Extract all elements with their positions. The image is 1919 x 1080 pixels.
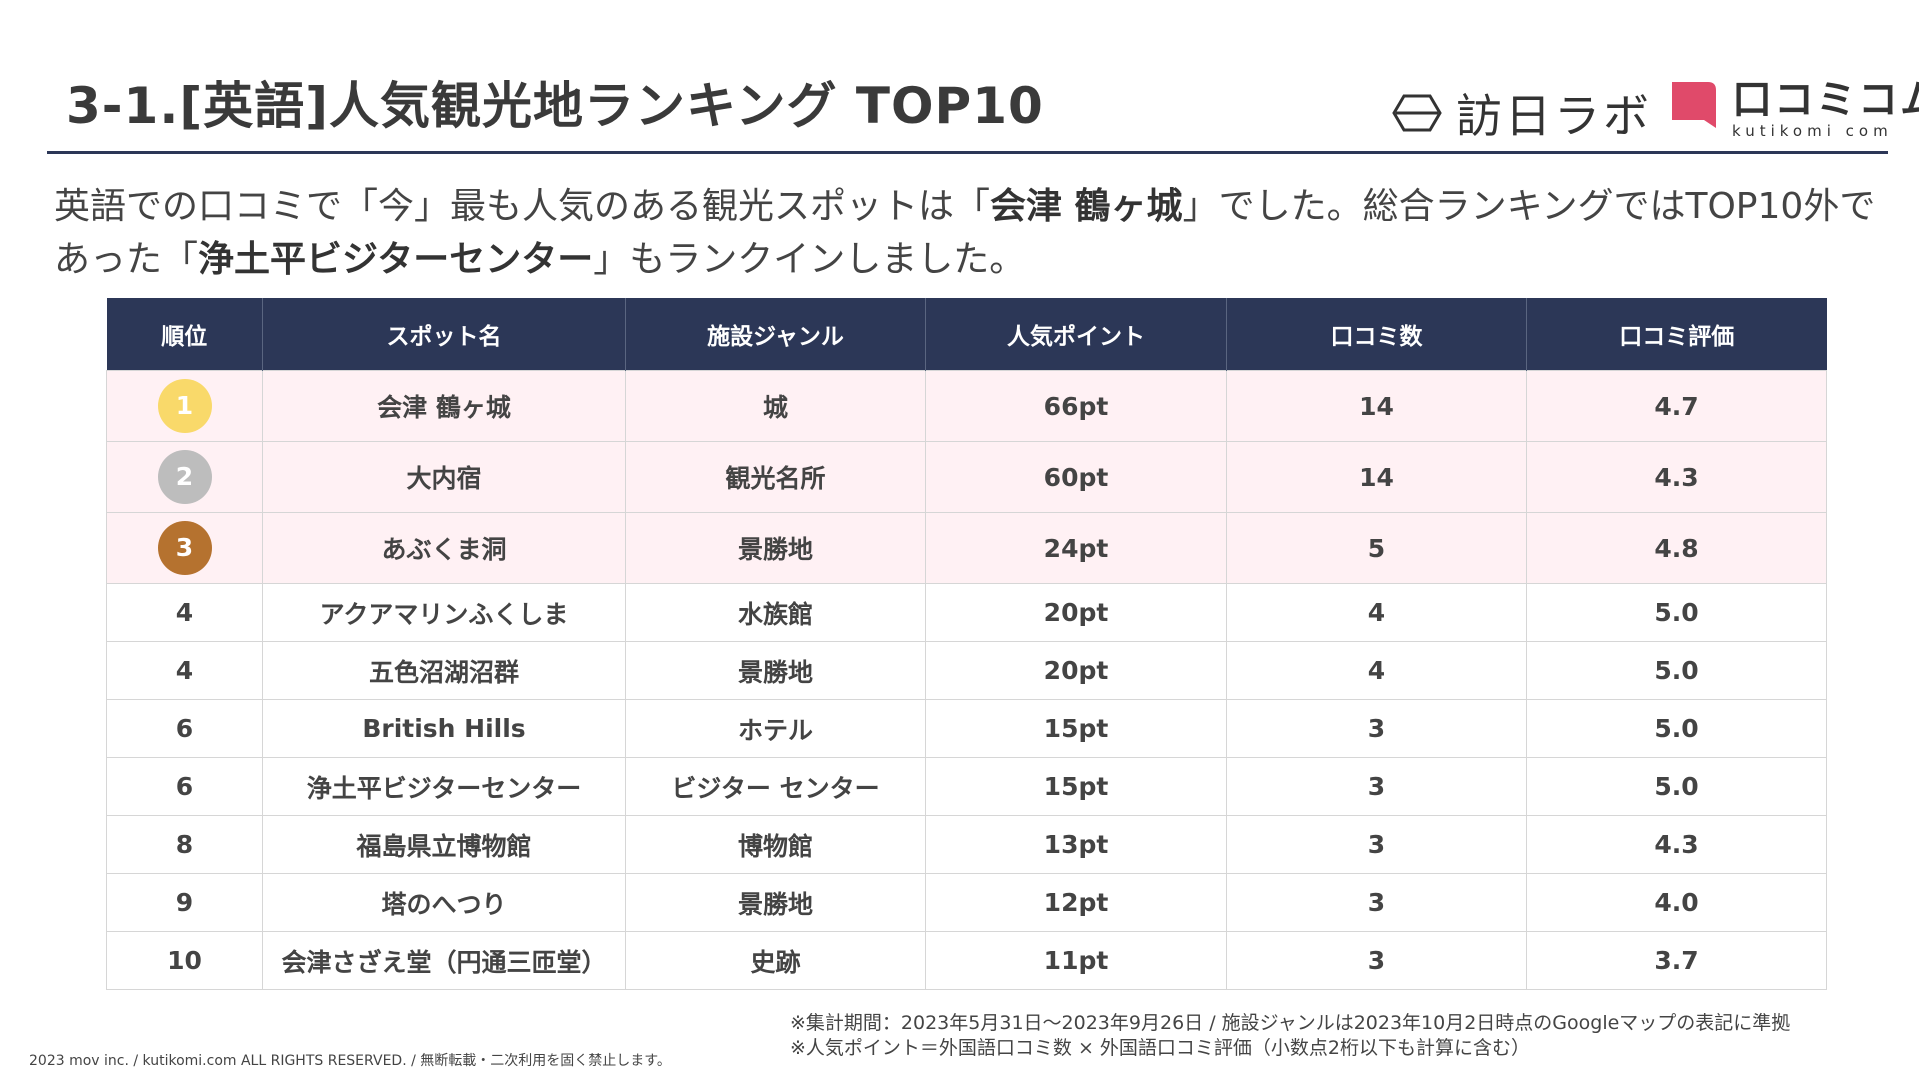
table-row: 1 会津 鶴ヶ城 城 66pt 14 4.7 — [106, 370, 1827, 442]
genre-cell: 景勝地 — [625, 512, 926, 584]
spot-name-cell: あぶくま洞 — [262, 512, 626, 584]
review-count-cell: 3 — [1226, 815, 1527, 874]
genre-cell: ホテル — [625, 699, 926, 758]
review-count-cell: 3 — [1226, 873, 1527, 932]
table-row: 3 あぶくま洞 景勝地 24pt 5 4.8 — [106, 512, 1827, 584]
points-cell: 24pt — [925, 512, 1227, 584]
rank-cell: 6 — [106, 757, 263, 816]
honichi-hexagon-icon — [1392, 94, 1442, 132]
ranking-table: 順位 スポット名 施設ジャンル 人気ポイント 口コミ数 口コミ評価 1 会津 鶴… — [106, 298, 1827, 990]
spot-name-cell: アクアマリンふくしま — [262, 583, 626, 642]
points-cell: 20pt — [925, 583, 1227, 642]
spot-name-cell: 浄土平ビジターセンター — [262, 757, 626, 816]
rating-cell: 3.7 — [1526, 931, 1827, 990]
review-count-cell: 3 — [1226, 757, 1527, 816]
header-points: 人気ポイント — [925, 298, 1227, 371]
review-count-cell: 14 — [1226, 441, 1527, 513]
header-rank: 順位 — [106, 298, 263, 371]
table-row: 6 British Hills ホテル 15pt 3 5.0 — [106, 699, 1827, 758]
points-cell: 15pt — [925, 699, 1227, 758]
spot-name-cell: 五色沼湖沼群 — [262, 641, 626, 700]
bronze-medal-badge: 3 — [157, 521, 212, 575]
table-row: 6 浄土平ビジターセンター ビジター センター 15pt 3 5.0 — [106, 757, 1827, 816]
points-cell: 15pt — [925, 757, 1227, 816]
rating-cell: 5.0 — [1526, 641, 1827, 700]
kutikomi-wordmark: 口コミコム — [1732, 77, 1919, 123]
honichi-lab-wordmark: 訪日ラボ — [1456, 89, 1652, 143]
highlight-top-spot: 会津 鶴ヶ城 — [990, 186, 1183, 227]
table-row: 10 会津さざえ堂（円通三匝堂） 史跡 11pt 3 3.7 — [106, 931, 1827, 990]
spot-name-cell: British Hills — [262, 699, 626, 758]
rating-cell: 4.3 — [1526, 441, 1827, 513]
rating-cell: 4.0 — [1526, 873, 1827, 932]
genre-cell: 観光名所 — [625, 441, 926, 513]
spot-name-cell: 福島県立博物館 — [262, 815, 626, 874]
spot-name-cell: 会津 鶴ヶ城 — [262, 370, 626, 442]
review-count-cell: 4 — [1226, 583, 1527, 642]
review-count-cell: 3 — [1226, 931, 1527, 990]
header-rating: 口コミ評価 — [1526, 298, 1827, 371]
genre-cell: 城 — [625, 370, 926, 442]
genre-cell: 景勝地 — [625, 873, 926, 932]
spot-name-cell: 塔のへつり — [262, 873, 626, 932]
rating-cell: 4.3 — [1526, 815, 1827, 874]
rank-cell: 10 — [106, 931, 263, 990]
spot-name-cell: 大内宿 — [262, 441, 626, 513]
kutikomi-subtext: kutikomi com — [1732, 122, 1893, 140]
intro-line-1: 英語での口コミで「今」最も人気のある観光スポットは「会津 鶴ヶ城」でした。総合ラ… — [54, 186, 1876, 227]
rank-cell: 6 — [106, 699, 263, 758]
highlight-new-spot: 浄土平ビジターセンター — [198, 239, 594, 280]
header-review-count: 口コミ数 — [1226, 298, 1527, 371]
genre-cell: 水族館 — [625, 583, 926, 642]
rank-cell: 2 — [106, 441, 263, 513]
genre-cell: ビジター センター — [625, 757, 926, 816]
review-count-cell: 4 — [1226, 641, 1527, 700]
genre-cell: 史跡 — [625, 931, 926, 990]
table-row: 4 五色沼湖沼群 景勝地 20pt 4 5.0 — [106, 641, 1827, 700]
footnote-period: ※集計期間：2023年5月31日〜2023年9月26日 / 施設ジャンルは202… — [790, 1012, 1791, 1034]
rating-cell: 4.7 — [1526, 370, 1827, 442]
header-genre: 施設ジャンル — [625, 298, 926, 371]
honichi-lab-logo: 訪日ラボ — [1392, 80, 1652, 146]
table-row: 4 アクアマリンふくしま 水族館 20pt 4 5.0 — [106, 583, 1827, 642]
rank-cell: 3 — [106, 512, 263, 584]
gold-medal-badge: 1 — [157, 379, 212, 433]
review-count-cell: 3 — [1226, 699, 1527, 758]
rank-cell: 9 — [106, 873, 263, 932]
rank-cell: 4 — [106, 641, 263, 700]
intro-line-2: あった「浄土平ビジターセンター」もランクインしました。 — [54, 239, 1026, 280]
points-cell: 60pt — [925, 441, 1227, 513]
table-row: 8 福島県立博物館 博物館 13pt 3 4.3 — [106, 815, 1827, 874]
speech-bubble-icon — [1672, 82, 1716, 128]
header-spot-name: スポット名 — [262, 298, 626, 371]
spot-name-cell: 会津さざえ堂（円通三匝堂） — [262, 931, 626, 990]
rating-cell: 5.0 — [1526, 583, 1827, 642]
genre-cell: 博物館 — [625, 815, 926, 874]
points-cell: 66pt — [925, 370, 1227, 442]
genre-cell: 景勝地 — [625, 641, 926, 700]
intro-text: 英語での口コミで「今」最も人気のある観光スポットは「会津 鶴ヶ城」でした。総合ラ… — [54, 180, 1894, 286]
copyright-notice: 2023 mov inc. / kutikomi.com ALL RIGHTS … — [29, 1053, 671, 1069]
silver-medal-badge: 2 — [157, 450, 212, 504]
review-count-cell: 5 — [1226, 512, 1527, 584]
rating-cell: 4.8 — [1526, 512, 1827, 584]
page-title: 3-1.[英語]人気観光地ランキング TOP10 — [66, 77, 1044, 135]
footnotes: ※集計期間：2023年5月31日〜2023年9月26日 / 施設ジャンルは202… — [790, 1011, 1790, 1061]
points-cell: 12pt — [925, 873, 1227, 932]
review-count-cell: 14 — [1226, 370, 1527, 442]
table-row: 2 大内宿 観光名所 60pt 14 4.3 — [106, 441, 1827, 513]
rank-cell: 8 — [106, 815, 263, 874]
rating-cell: 5.0 — [1526, 699, 1827, 758]
kutikomi-logo: 口コミコム kutikomi com — [1668, 80, 1919, 139]
table-row: 9 塔のへつり 景勝地 12pt 3 4.0 — [106, 873, 1827, 932]
header-divider — [47, 151, 1888, 154]
table-header-row: 順位 スポット名 施設ジャンル 人気ポイント 口コミ数 口コミ評価 — [106, 298, 1827, 371]
points-cell: 13pt — [925, 815, 1227, 874]
rank-cell: 1 — [106, 370, 263, 442]
points-cell: 20pt — [925, 641, 1227, 700]
rank-cell: 4 — [106, 583, 263, 642]
points-cell: 11pt — [925, 931, 1227, 990]
rating-cell: 5.0 — [1526, 757, 1827, 816]
footnote-formula: ※人気ポイント＝外国語口コミ数 × 外国語口コミ評価（小数点2桁以下も計算に含む… — [790, 1037, 1531, 1059]
